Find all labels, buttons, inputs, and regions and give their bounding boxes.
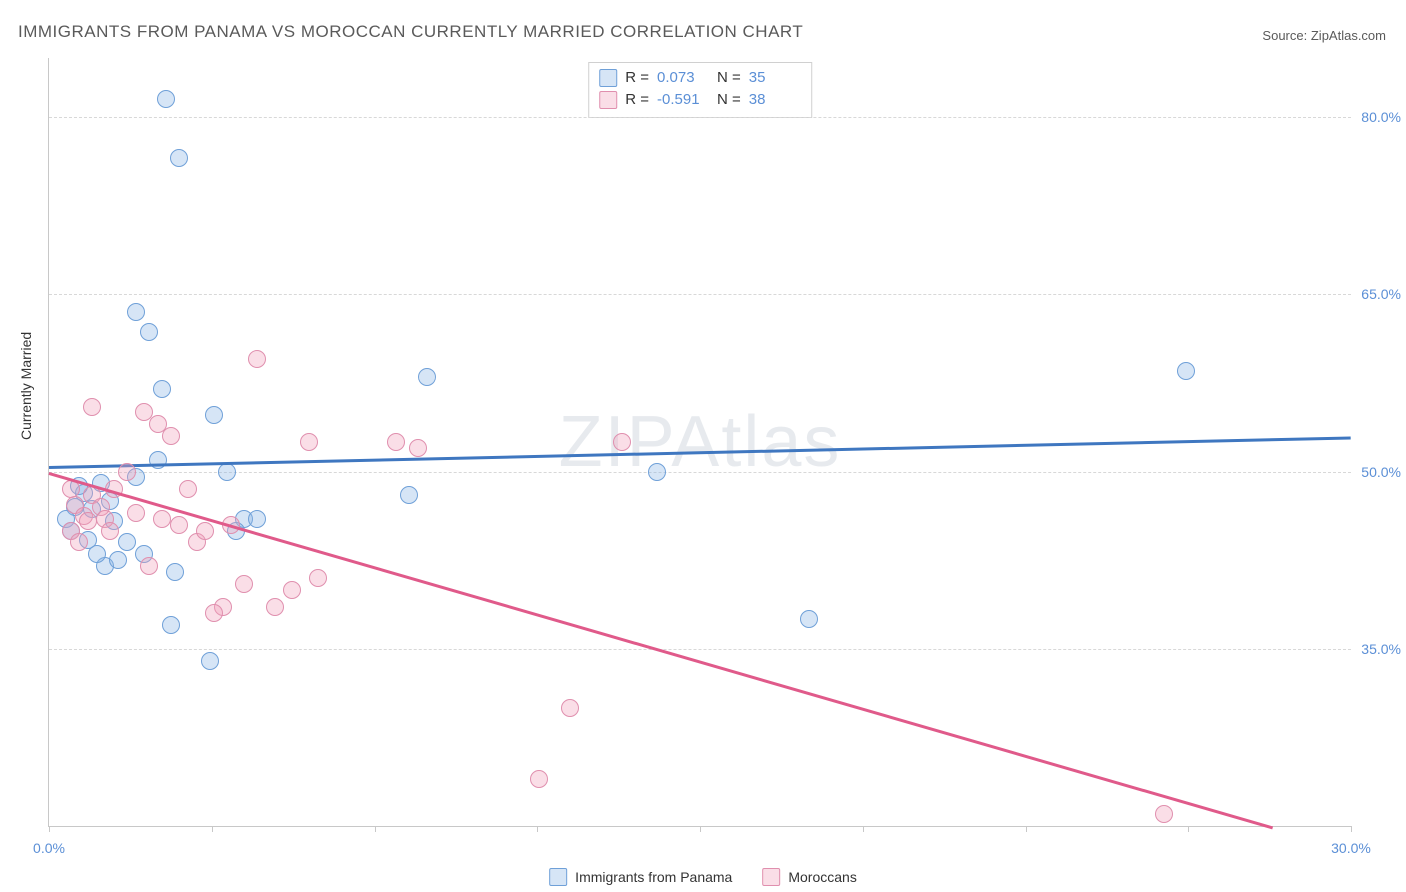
data-point-panama: [166, 563, 184, 581]
gridline: [49, 294, 1351, 295]
y-tick-label: 80.0%: [1355, 109, 1401, 125]
data-point-panama: [170, 149, 188, 167]
data-point-moroccans: [409, 439, 427, 457]
legend-swatch-panama: [549, 868, 567, 886]
data-point-moroccans: [179, 480, 197, 498]
data-point-panama: [248, 510, 266, 528]
plot-area: ZIPAtlas R =0.073N =35R =-0.591N =38 35.…: [48, 58, 1351, 827]
data-point-moroccans: [153, 510, 171, 528]
data-point-moroccans: [196, 522, 214, 540]
legend-label-moroccans: Moroccans: [788, 869, 856, 885]
x-tick: [537, 826, 538, 832]
x-tick: [1188, 826, 1189, 832]
data-point-moroccans: [127, 504, 145, 522]
y-tick-label: 50.0%: [1355, 464, 1401, 480]
data-point-panama: [1177, 362, 1195, 380]
data-point-moroccans: [561, 699, 579, 717]
data-point-panama: [88, 545, 106, 563]
correlation-legend-row-moroccans: R = -0.591 N = 38: [599, 89, 801, 111]
source-attribution: Source: ZipAtlas.com: [1262, 28, 1386, 43]
data-point-moroccans: [530, 770, 548, 788]
legend-entry-moroccans: Moroccans: [762, 868, 856, 886]
y-tick-label: 35.0%: [1355, 641, 1401, 657]
data-point-panama: [648, 463, 666, 481]
data-point-panama: [127, 303, 145, 321]
r-label: R =: [625, 67, 649, 89]
data-point-moroccans: [205, 604, 223, 622]
legend-label-panama: Immigrants from Panama: [575, 869, 732, 885]
chart-title: IMMIGRANTS FROM PANAMA VS MOROCCAN CURRE…: [18, 22, 803, 42]
data-point-panama: [109, 551, 127, 569]
y-axis-label: Currently Married: [18, 332, 34, 440]
legend-swatch-moroccans: [599, 91, 617, 109]
data-point-moroccans: [70, 533, 88, 551]
data-point-panama: [157, 90, 175, 108]
x-tick: [375, 826, 376, 832]
data-point-panama: [140, 323, 158, 341]
data-point-moroccans: [162, 427, 180, 445]
data-point-moroccans: [266, 598, 284, 616]
correlation-legend-row-panama: R = 0.073 N = 35: [599, 67, 801, 89]
data-point-moroccans: [387, 433, 405, 451]
x-tick: [212, 826, 213, 832]
data-point-moroccans: [140, 557, 158, 575]
r-label: R =: [625, 89, 649, 111]
x-tick: [1026, 826, 1027, 832]
source-name: ZipAtlas.com: [1311, 28, 1386, 43]
trendline-moroccans: [49, 472, 1274, 829]
data-point-moroccans: [309, 569, 327, 587]
y-tick-label: 65.0%: [1355, 286, 1401, 302]
data-point-moroccans: [1155, 805, 1173, 823]
data-point-moroccans: [613, 433, 631, 451]
x-tick-label: 0.0%: [33, 840, 65, 856]
n-label: N =: [717, 89, 741, 111]
x-tick-label: 30.0%: [1331, 840, 1371, 856]
data-point-moroccans: [283, 581, 301, 599]
data-point-panama: [162, 616, 180, 634]
trendline-panama: [49, 436, 1351, 468]
data-point-moroccans: [235, 575, 253, 593]
data-point-moroccans: [118, 463, 136, 481]
n-value-moroccans: 38: [749, 89, 801, 111]
correlation-legend: R = 0.073 N = 35 R = -0.591 N = 38: [588, 62, 812, 118]
data-point-moroccans: [83, 398, 101, 416]
r-value-moroccans: -0.591: [657, 89, 709, 111]
data-point-panama: [800, 610, 818, 628]
legend-entry-panama: Immigrants from Panama: [549, 868, 732, 886]
data-point-moroccans: [300, 433, 318, 451]
x-tick: [49, 826, 50, 832]
data-point-panama: [201, 652, 219, 670]
gridline: [49, 117, 1351, 118]
x-tick: [700, 826, 701, 832]
data-point-panama: [118, 533, 136, 551]
data-point-panama: [153, 380, 171, 398]
n-value-panama: 35: [749, 67, 801, 89]
x-tick: [1351, 826, 1352, 832]
data-point-panama: [418, 368, 436, 386]
source-label: Source:: [1262, 28, 1307, 43]
data-point-moroccans: [79, 512, 97, 530]
data-point-moroccans: [170, 516, 188, 534]
series-legend: Immigrants from Panama Moroccans: [549, 868, 857, 886]
n-label: N =: [717, 67, 741, 89]
data-point-panama: [205, 406, 223, 424]
r-value-panama: 0.073: [657, 67, 709, 89]
legend-swatch-panama: [599, 69, 617, 87]
legend-swatch-moroccans: [762, 868, 780, 886]
data-point-moroccans: [248, 350, 266, 368]
gridline: [49, 472, 1351, 473]
data-point-moroccans: [101, 522, 119, 540]
data-point-panama: [400, 486, 418, 504]
data-point-panama: [218, 463, 236, 481]
gridline: [49, 649, 1351, 650]
x-tick: [863, 826, 864, 832]
